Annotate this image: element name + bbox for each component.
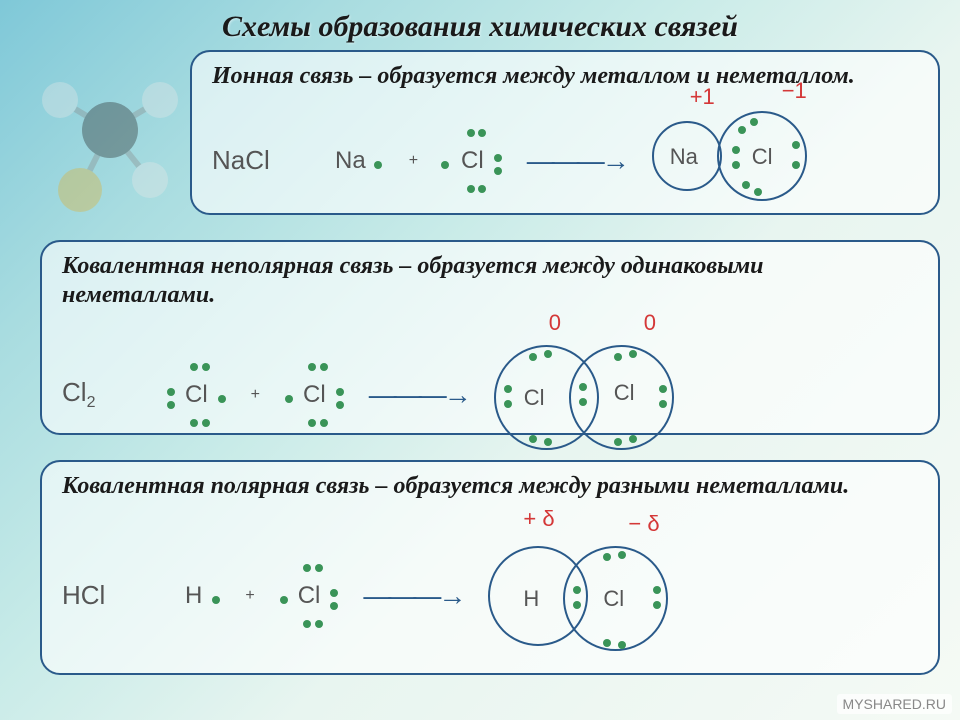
ionic-subtitle: Ионная связь – образуется между металлом… [212,62,918,91]
charge-0a: 0 [549,310,561,336]
nonpolar-formula: Cl2 [62,377,142,412]
nonpolar-panel: Ковалентная неполярная связь – образуетс… [40,240,940,435]
charge-0b: 0 [644,310,656,336]
plus-sign: + [245,587,254,605]
ionic-atom-na: Na [317,129,384,193]
ionic-formula: NaCl [212,145,292,176]
polar-atom-cl: Cl [280,564,339,628]
arrow-icon: ———→ [527,145,627,177]
arrow-icon: ———→ [369,379,469,411]
nonpolar-atom1: Cl [167,363,226,427]
arrow-icon: ———→ [363,580,463,612]
nonpolar-diagram: Cl2 Cl + Cl ———→ 0 0 [62,335,918,455]
molecule-decoration [20,60,200,240]
charge-md: − δ [628,511,659,537]
nonpolar-atom2: Cl [285,363,344,427]
plus-sign: + [251,386,260,404]
ionic-panel: Ионная связь – образуется между металлом… [190,50,940,215]
ionic-atom-cl: Cl [443,129,502,193]
polar-panel: Ковалентная полярная связь – образуется … [40,460,940,675]
ionic-result: +1 −1 Na Cl [652,106,832,216]
polar-result: + δ − δ H Cl [488,531,698,661]
polar-formula: HCl [62,580,142,611]
plus-sign: + [409,152,418,170]
charge-na: +1 [690,84,715,110]
watermark: MYSHARED.RU [837,694,952,714]
polar-subtitle: Ковалентная полярная связь – образуется … [62,472,918,501]
polar-diagram: HCl H + Cl ———→ + δ − δ H Cl [62,531,918,661]
nonpolar-subtitle: Ковалентная неполярная связь – образуетс… [62,252,918,310]
page-title: Схемы образования химических связей [0,10,960,44]
ionic-diagram: NaCl Na + Cl ———→ +1 −1 Na Cl [212,106,918,216]
nonpolar-result: 0 0 Сl Сl [494,335,704,455]
charge-cl: −1 [782,78,807,104]
charge-pd: + δ [523,506,554,532]
polar-atom-h: H [167,564,220,628]
